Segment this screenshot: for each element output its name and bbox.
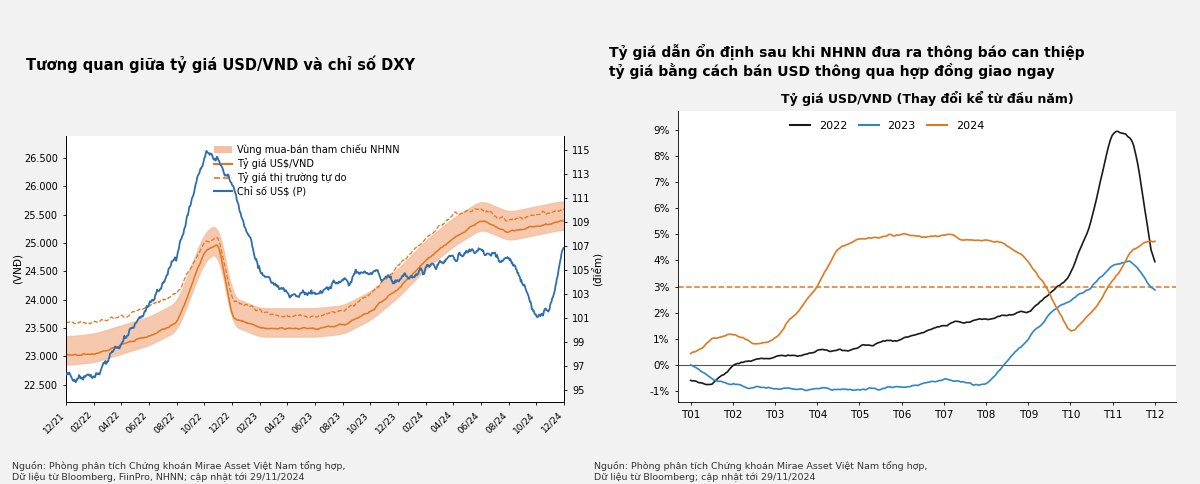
Y-axis label: (điểm): (điểm) xyxy=(593,252,604,286)
Text: Tỷ giá dẫn ổn định sau khi NHNN đưa ra thông báo can thiệp
tỷ giá bằng cách bán : Tỷ giá dẫn ổn định sau khi NHNN đưa ra t… xyxy=(610,45,1085,79)
Title: Tỷ giá USD/VND (Thay đổi kể từ đầu năm): Tỷ giá USD/VND (Thay đổi kể từ đầu năm) xyxy=(781,91,1073,106)
Legend: 2022, 2023, 2024: 2022, 2023, 2024 xyxy=(786,117,989,136)
Text: Nguồn: Phòng phân tích Chứng khoán Mirae Asset Việt Nam tổng hợp,
Dữ liệu từ Blo: Nguồn: Phòng phân tích Chứng khoán Mirae… xyxy=(12,461,346,482)
Y-axis label: (VNĐ): (VNĐ) xyxy=(12,253,23,284)
Legend: Vùng mua-bán tham chiếu NHNN, Tỷ giá US$/VND, Tỷ giá thị trường tự do, Chỉ số US: Vùng mua-bán tham chiếu NHNN, Tỷ giá US$… xyxy=(210,140,403,200)
Text: Tương quan giữa tỷ giá USD/VND và chỉ số DXY: Tương quan giữa tỷ giá USD/VND và chỉ số… xyxy=(26,55,415,73)
Text: Nguồn: Phòng phân tích Chứng khoán Mirae Asset Việt Nam tổng hợp,
Dữ liệu từ Blo: Nguồn: Phòng phân tích Chứng khoán Mirae… xyxy=(594,461,928,482)
